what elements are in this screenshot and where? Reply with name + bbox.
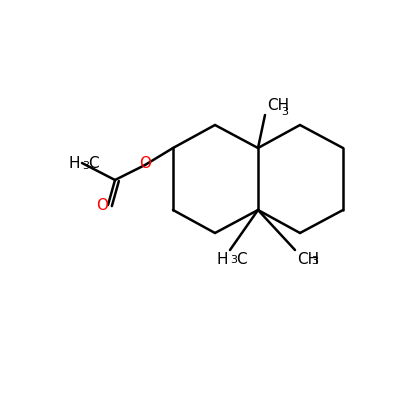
Text: CH: CH: [267, 98, 289, 113]
Text: O: O: [139, 156, 151, 172]
Text: C: C: [236, 252, 247, 267]
Text: 3: 3: [230, 255, 237, 265]
Text: O: O: [96, 198, 108, 212]
Text: 3: 3: [82, 161, 89, 171]
Text: CH: CH: [297, 252, 319, 267]
Text: C: C: [88, 156, 99, 170]
Text: H: H: [68, 156, 80, 170]
Text: 3: 3: [311, 256, 318, 266]
Text: 3: 3: [281, 107, 288, 117]
Text: H: H: [216, 252, 228, 267]
